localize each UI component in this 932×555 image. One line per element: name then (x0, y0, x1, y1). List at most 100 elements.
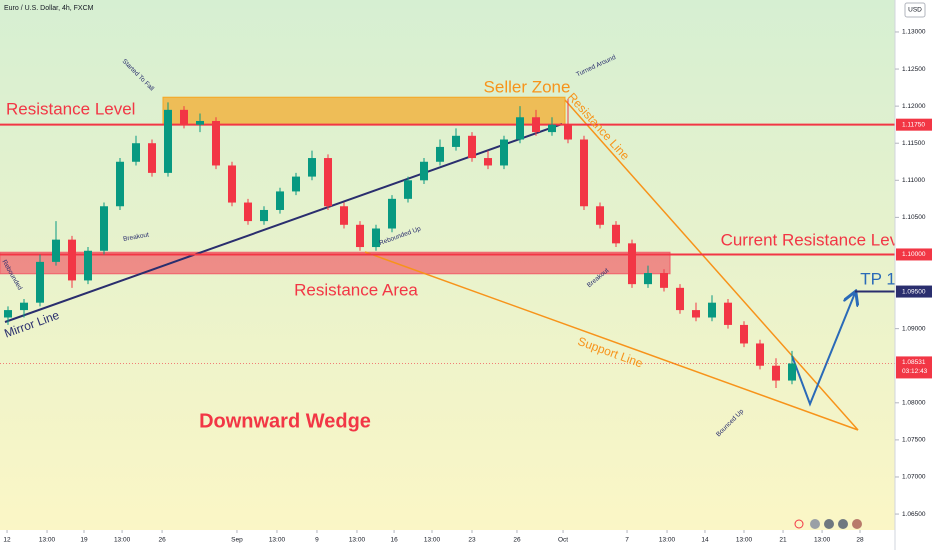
candle-body (612, 224, 620, 244)
candle-body (404, 180, 412, 199)
candle-body (580, 139, 588, 207)
candle-body (532, 117, 540, 133)
current-price-tag (896, 356, 932, 379)
candle-body (52, 239, 60, 262)
zone (162, 96, 566, 126)
candle-body (36, 261, 44, 303)
current-price-label: 1.08531 (902, 359, 926, 366)
y-tick-label: 1.07500 (902, 437, 926, 444)
price-tag (896, 285, 932, 298)
icon[interactable] (810, 519, 820, 529)
candle-body (180, 109, 188, 125)
zone (0, 251, 671, 275)
candle-body (68, 239, 76, 281)
y-tick-label: 1.12000 (902, 103, 926, 110)
candle-body (548, 124, 556, 133)
candle-body (4, 310, 12, 318)
price-axis (895, 0, 932, 550)
candle-body (212, 120, 220, 166)
candle-body (356, 224, 364, 248)
x-tick-label: 13:00 (424, 537, 441, 544)
candle-body (516, 117, 524, 140)
x-tick-label: 13:00 (349, 537, 366, 544)
candle-body (116, 161, 124, 207)
candle-body (276, 191, 284, 210)
candle-body (308, 158, 316, 177)
x-tick-label: 23 (468, 537, 476, 544)
x-tick-label: 26 (513, 537, 521, 544)
candle-body (372, 228, 380, 248)
x-tick-label: 12 (3, 537, 11, 544)
candle-body (692, 310, 700, 318)
candle-body (452, 135, 460, 147)
y-tick-label: 1.13000 (902, 29, 926, 36)
candle-body (340, 206, 348, 225)
y-tick-label: 1.08000 (902, 400, 926, 407)
x-tick-label: 7 (625, 537, 629, 544)
price-tag-label: 1.11750 (902, 121, 925, 128)
annotation: TP 1 (860, 269, 896, 288)
x-tick-label: 28 (856, 537, 864, 544)
y-tick-label: 1.11500 (902, 140, 925, 147)
x-tick-label: 13:00 (659, 537, 676, 544)
time-axis (0, 530, 895, 550)
x-tick-label: 13:00 (114, 537, 131, 544)
candle-body (388, 198, 396, 229)
candle-body (244, 202, 252, 222)
x-tick-label: 21 (779, 537, 787, 544)
candle-body (84, 250, 92, 281)
candle-body (628, 243, 636, 285)
x-tick-label: 13:00 (269, 537, 286, 544)
y-tick-label: 1.06500 (902, 511, 926, 518)
x-tick-label: 19 (80, 537, 88, 544)
candle-body (420, 161, 428, 181)
icon[interactable] (838, 519, 848, 529)
countdown: 03:12:43 (902, 368, 928, 375)
x-tick-label: Sep (231, 537, 243, 544)
candle-body (100, 206, 108, 251)
candle-body (500, 139, 508, 166)
candle-body (164, 109, 172, 173)
candle-body (292, 176, 300, 192)
y-tick-label: 1.10500 (902, 214, 926, 221)
candle-body (132, 143, 140, 162)
icon[interactable] (794, 519, 804, 529)
candle-body (564, 124, 572, 140)
candle-body (708, 302, 716, 318)
candle-body (724, 302, 732, 325)
x-tick-label: 13:00 (736, 537, 753, 544)
candle-body (644, 273, 652, 285)
candle-body (20, 302, 28, 311)
candle-body (756, 343, 764, 366)
candle-body (484, 158, 492, 166)
candle-body (660, 273, 668, 288)
candle-body (436, 146, 444, 162)
x-tick-label: 26 (158, 537, 166, 544)
candle-body (148, 143, 156, 173)
x-tick-label: 13:00 (814, 537, 831, 544)
icon[interactable] (852, 519, 862, 529)
candle-body (324, 158, 332, 207)
resistance-line (564, 99, 859, 431)
candle-body (772, 365, 780, 381)
price-tag (896, 248, 932, 261)
candle-body (228, 165, 236, 203)
icon[interactable] (824, 519, 834, 529)
x-tick-label: 9 (315, 537, 319, 544)
candle-body (468, 135, 476, 159)
candle-body (596, 206, 604, 225)
annotation: Breakout (123, 231, 150, 242)
currency: USD (908, 7, 922, 14)
candle-body (196, 120, 204, 125)
candle-body (740, 324, 748, 344)
y-tick-label: 1.11000 (902, 177, 925, 184)
symbol-title: Euro / U.S. Dollar, 4h, FXCM (4, 5, 94, 12)
projection-path (791, 293, 855, 407)
x-tick-label: 13:00 (39, 537, 56, 544)
currency-box (904, 2, 926, 18)
y-tick-label: 1.09000 (902, 325, 926, 332)
annotation: Resistance Level (6, 99, 135, 118)
annotation: Current Resistance Level (721, 230, 912, 249)
zone-label: Resistance Area (294, 280, 418, 299)
